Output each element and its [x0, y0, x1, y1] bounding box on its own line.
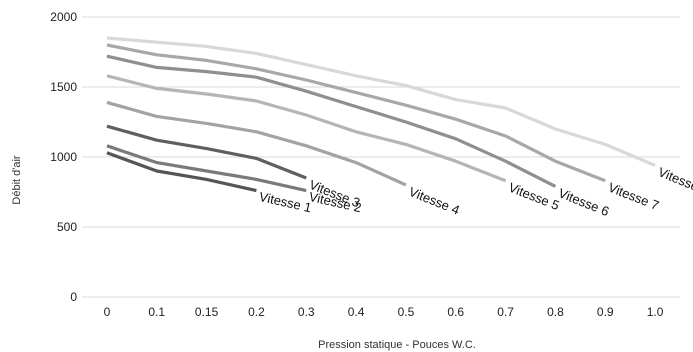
series-label-8: Vitesse 8	[656, 164, 693, 198]
y-tick-label: 1500	[50, 80, 77, 94]
series-line-3	[106, 124, 307, 180]
x-tick-label: 0.3	[298, 305, 315, 319]
series-line-7	[106, 43, 606, 183]
y-tick-label: 2000	[50, 10, 77, 24]
series-line-2	[106, 144, 307, 193]
y-tick-label: 1000	[50, 150, 77, 164]
x-tick-label: 0.9	[597, 305, 614, 319]
series-label-4: Vitesse 4	[407, 184, 462, 218]
x-tick-label: 0.7	[497, 305, 514, 319]
x-tick-label: 0	[104, 305, 111, 319]
x-tick-label: 0.6	[447, 305, 464, 319]
y-tick-label: 500	[57, 220, 77, 234]
series-lines	[106, 36, 656, 193]
x-tick-label: 0.1	[148, 305, 165, 319]
x-axis-ticks: 0 0.1 0.15 0.2 0.3 0.4 0.5 0.6 0.7 0.8 0.9 1.0	[104, 305, 664, 319]
x-tick-label: 0.4	[348, 305, 365, 319]
x-tick-label: 0.5	[398, 305, 415, 319]
series-label-7: Vitesse 7	[606, 180, 661, 213]
series-line-4	[106, 100, 407, 187]
x-tick-label: 0.15	[195, 305, 219, 319]
series-line-8	[106, 36, 656, 167]
x-axis-title: Pression statique - Pouces W.C.	[318, 339, 476, 351]
series-label-6: Vitesse 6	[556, 185, 611, 219]
x-tick-label: 1.0	[647, 305, 664, 319]
x-tick-label: 0.8	[547, 305, 564, 319]
series-line-5	[106, 74, 507, 183]
y-tick-label: 0	[70, 290, 77, 304]
grid	[82, 16, 680, 298]
y-axis-title: Débit d'air	[11, 155, 23, 205]
series-line-1	[106, 151, 257, 193]
y-axis-ticks: 0 500 1000 1500 2000	[50, 10, 77, 304]
series-label-1: Vitesse 1	[258, 189, 313, 215]
series-line-6	[106, 54, 557, 188]
x-tick-label: 0.2	[248, 305, 265, 319]
